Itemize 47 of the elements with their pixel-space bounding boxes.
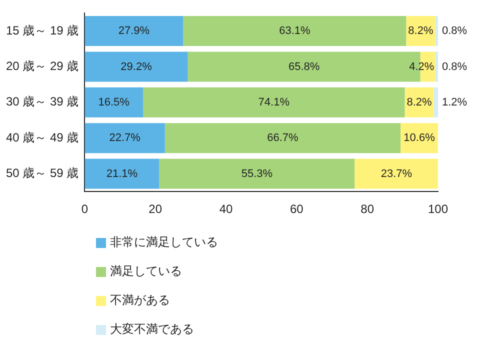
data-label: 8.2% <box>408 25 434 38</box>
data-label: 1.2% <box>442 96 468 108</box>
data-label: 74.1% <box>258 96 290 108</box>
data-label: 27.9% <box>118 25 150 38</box>
bar <box>354 158 438 189</box>
bar <box>435 16 438 46</box>
data-label: 63.1% <box>279 25 311 38</box>
data-label: 55.3% <box>241 168 273 180</box>
legend-label: 非常に満足している <box>110 234 218 251</box>
data-label: 8.2% <box>406 96 432 108</box>
x-tick-label: 80 <box>360 202 374 216</box>
legend-label: 不満がある <box>110 292 170 309</box>
data-label: 29.2% <box>120 60 152 73</box>
y-tick-label: 15 歳～ 19 歳 <box>6 23 79 38</box>
x-tick-label: 40 <box>219 202 234 216</box>
data-label: 21.1% <box>106 168 138 180</box>
data-label: 65.8% <box>288 60 320 73</box>
y-tick-label: 30 歳～ 39 歳 <box>6 94 79 109</box>
bar <box>183 16 406 46</box>
bar <box>84 158 160 189</box>
x-tick-label: 60 <box>290 202 304 216</box>
data-label: 23.7% <box>380 168 412 180</box>
x-tick-label: 0 <box>81 202 88 216</box>
bar <box>84 87 143 118</box>
data-label: 0.8% <box>442 25 468 38</box>
data-label: 4.2% <box>409 60 434 73</box>
legend-label: 満足している <box>110 263 182 280</box>
bar <box>435 52 438 82</box>
bar <box>164 123 401 154</box>
data-label: 66.7% <box>267 132 299 144</box>
x-tick-label: 100 <box>428 202 448 216</box>
y-tick-label: 50 歳～ 59 歳 <box>6 166 79 180</box>
data-label: 16.5% <box>98 96 130 108</box>
bar <box>159 158 355 189</box>
x-tick-label: 20 <box>148 202 162 216</box>
data-label: 10.6% <box>404 132 436 144</box>
y-tick-label: 40 歳～ 49 歳 <box>6 130 79 144</box>
data-label: 0.8% <box>442 60 468 73</box>
bar <box>84 123 165 154</box>
legend-label: 大変不満である <box>110 321 194 338</box>
data-label: 22.7% <box>109 132 141 144</box>
bar <box>434 87 438 118</box>
bar <box>84 52 188 82</box>
y-tick-label: 20 歳～ 29 歳 <box>6 59 79 74</box>
bar <box>84 16 184 46</box>
bar <box>142 87 405 118</box>
bar <box>400 123 438 154</box>
